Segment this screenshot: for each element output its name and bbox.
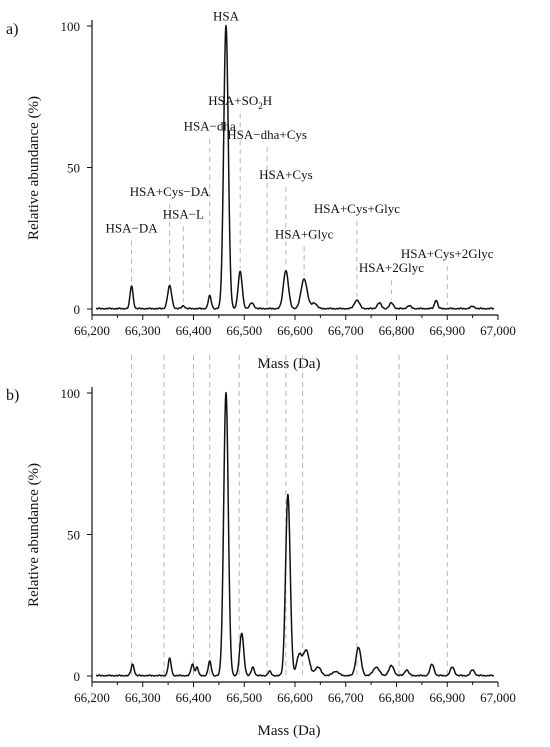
panel-a-y-tick-label: 50	[67, 161, 80, 176]
panel-a-peak-label: HSA−L	[163, 206, 204, 221]
panel-a-peak-label: HSA+2Glyc	[359, 260, 424, 275]
panel-a-annotations: HSA−DA HSA−L HSA+Cys−DA HSA−dha HSA HSA+SO2H H…	[106, 8, 494, 275]
panel-a-x-tick-label: 66,700	[328, 323, 364, 338]
panel-b-label: b)	[6, 387, 19, 404]
panel-b-x-tick-label: 66,700	[328, 690, 364, 705]
panel-a-peak-label: HSA−dha+Cys	[227, 127, 307, 142]
panel-a-peak-label: HSA+Cys+2Glyc	[401, 246, 494, 261]
panel-b-spectrum-line	[95, 391, 495, 677]
panel-b-ylabel: Relative abundance (%)	[26, 463, 42, 607]
panel-a-peak-label: HSA	[213, 8, 240, 23]
panel-a-x-ticks: 66,200 66,300 66,400 66,500 66,600 66,700 66,8…	[74, 315, 516, 338]
panel-b-xlabel: Mass (Da)	[258, 723, 321, 739]
panel-b-y-tick-label: 0	[74, 669, 81, 684]
panel-b-x-tick-label: 66,300	[125, 690, 161, 705]
panel-b-x-tick-label: 66,600	[277, 690, 313, 705]
panel-a-x-tick-label: 66,900	[429, 323, 465, 338]
panel-a-y-tick-label: 100	[61, 19, 81, 34]
panel-b-y-tick-label: 100	[61, 386, 81, 401]
panel-a-peak-label: HSA−dha	[184, 119, 236, 134]
panel-b-y-ticks: 0 50 100	[61, 386, 92, 684]
panel-a-guide-lines	[131, 113, 448, 305]
panel-a-peak-label: HSA+SO2H	[208, 93, 272, 111]
panel-b-x-tick-label: 66,900	[429, 690, 465, 705]
panel-a-y-ticks: 0 50 100	[61, 19, 92, 317]
panel-a-x-tick-label: 66,500	[226, 323, 262, 338]
panel-a: a) Relative abundance (%) HSA−DAHSA−LHSA…	[6, 8, 516, 372]
panel-a-x-tick-label: 67,000	[480, 323, 516, 338]
panel-b-x-tick-label: 67,000	[480, 690, 516, 705]
panel-a-x-tick-label: 66,300	[125, 323, 161, 338]
panel-b: b) Relative abundance (%) 66,200 66,300 66…	[6, 355, 516, 739]
panel-b-x-tick-label: 66,800	[379, 690, 415, 705]
panel-a-peak-label: HSA+Glyc	[275, 226, 334, 241]
panel-a-x-tick-label: 66,800	[379, 323, 415, 338]
panel-a-xlabel: Mass (Da)	[258, 356, 321, 372]
panel-b-y-tick-label: 50	[67, 528, 80, 543]
panel-a-spectrum-line	[95, 24, 495, 310]
panel-b-x-tick-label: 66,400	[176, 690, 212, 705]
panel-a-ylabel: Relative abundance (%)	[26, 96, 42, 240]
panel-a-peak-label: HSA+Cys−DA	[130, 184, 210, 199]
panel-a-label: a)	[6, 21, 18, 38]
panel-a-peak-label: HSA+Cys+Glyc	[314, 201, 400, 216]
panel-b-x-tick-label: 66,500	[226, 690, 262, 705]
panel-a-x-tick-label: 66,400	[176, 323, 212, 338]
panel-b-x-tick-label: 66,200	[74, 690, 110, 705]
panel-a-y-tick-label: 0	[74, 302, 81, 317]
panel-a-x-tick-label: 66,200	[74, 323, 110, 338]
panel-a-peak-label: HSA−DA	[106, 221, 159, 236]
panel-a-peak-label: HSA+Cys	[259, 167, 313, 182]
panel-b-x-ticks: 66,200 66,300 66,400 66,500 66,600 66,700 66,8…	[74, 682, 516, 705]
panel-a-x-tick-label: 66,600	[277, 323, 313, 338]
